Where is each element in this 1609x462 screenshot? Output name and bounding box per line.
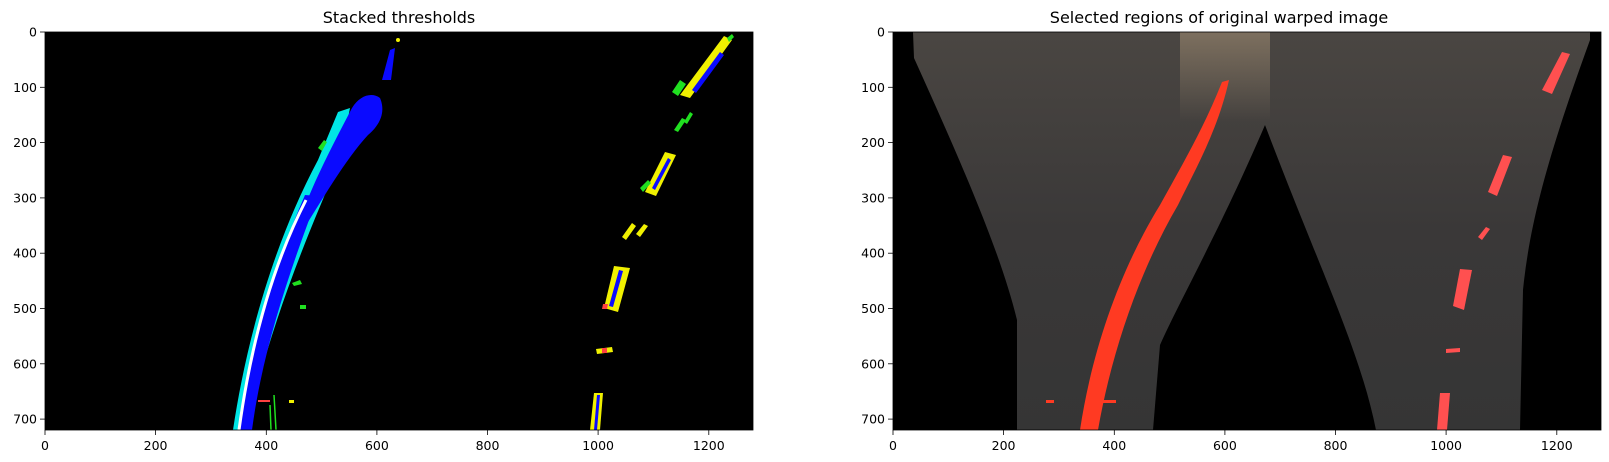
right-y-tick-label: 200 — [861, 135, 885, 150]
right-axes-frame — [892, 31, 1602, 431]
right-lane-red-3 — [1478, 227, 1490, 240]
right-x-tick-label: 1200 — [1541, 438, 1573, 453]
left-panel-title: Stacked thresholds — [323, 8, 476, 27]
right-panel-title: Selected regions of original warped imag… — [1050, 8, 1388, 27]
right-y-tick-labels: 0 100 200 300 400 500 600 700 — [861, 25, 885, 427]
right-y-tick-label: 300 — [861, 190, 885, 205]
left-panel: Stacked thresholds — [13, 8, 754, 453]
right-lane-red-2 — [1488, 155, 1512, 196]
left-x-tick-label: 0 — [41, 438, 49, 453]
left-x-ticks — [44, 430, 710, 435]
right-lane-red-1 — [1542, 52, 1570, 94]
right-lane-dash-3-green — [640, 180, 651, 192]
left-lane-blue-upper — [300, 95, 383, 235]
left-y-tick-label: 400 — [13, 246, 37, 261]
right-x-tick-label: 400 — [1102, 438, 1126, 453]
right-y-tick-label: 600 — [861, 356, 885, 371]
right-lane-red-5 — [1446, 348, 1460, 353]
left-y-ticks — [40, 31, 45, 420]
warped-road — [913, 32, 1590, 430]
left-small-mark-1 — [289, 400, 294, 403]
right-y-tick-label: 100 — [861, 80, 885, 95]
left-lane-blue-dot — [396, 38, 400, 42]
right-lane-dash-6-red — [602, 348, 607, 353]
left-x-tick-label: 1000 — [582, 438, 614, 453]
right-lane-dash-5-red — [602, 304, 608, 309]
left-y-tick-label: 100 — [13, 80, 37, 95]
left-image-background — [45, 32, 753, 430]
right-y-tick-label: 700 — [861, 412, 885, 427]
left-small-mark-2 — [258, 400, 270, 402]
left-x-tick-labels: 0 200 400 600 800 1000 1200 — [41, 438, 725, 453]
right-lane-red-6 — [1437, 393, 1450, 430]
left-x-tick-label: 200 — [144, 438, 168, 453]
right-x-ticks — [892, 430, 1558, 435]
left-x-tick-label: 400 — [254, 438, 278, 453]
right-y-tick-label: 0 — [877, 25, 885, 40]
left-x-tick-label: 1200 — [693, 438, 725, 453]
right-x-tick-labels: 0 200 400 600 800 1000 1200 — [889, 438, 1573, 453]
left-y-tick-label: 300 — [13, 190, 37, 205]
left-x-tick-label: 600 — [365, 438, 389, 453]
right-lane-dash-4 — [622, 223, 648, 240]
right-lane-dash-1 — [680, 36, 732, 98]
left-lane-blue — [240, 195, 318, 430]
left-y-tick-label: 700 — [13, 412, 37, 427]
left-x-tick-label: 800 — [476, 438, 500, 453]
right-panel: Selected regions of original warped imag… — [861, 8, 1602, 453]
left-lane-red — [1080, 80, 1229, 430]
right-lane-dash-1-blue — [692, 52, 724, 93]
left-axes-frame — [44, 31, 754, 431]
left-y-tick-label: 500 — [13, 301, 37, 316]
left-image — [45, 32, 753, 431]
right-lane-dash-5-blue — [609, 270, 623, 307]
right-y-tick-label: 500 — [861, 301, 885, 316]
right-lane-dash-1-green — [672, 34, 734, 96]
right-x-tick-label: 800 — [1324, 438, 1348, 453]
right-y-ticks — [888, 31, 893, 420]
right-y-tick-label: 400 — [861, 246, 885, 261]
right-x-tick-label: 600 — [1213, 438, 1237, 453]
right-lane-dash-7-blue — [594, 395, 600, 430]
right-x-tick-label: 0 — [889, 438, 897, 453]
left-lane-blue-top — [382, 48, 395, 80]
right-lane-red-4 — [1453, 269, 1472, 310]
right-lane-dash-3-blue — [652, 158, 671, 190]
left-small-noise — [269, 394, 277, 431]
left-y-tick-label: 200 — [13, 135, 37, 150]
left-y-tick-label: 600 — [13, 356, 37, 371]
left-lane-white — [237, 199, 308, 431]
right-image — [893, 32, 1601, 430]
right-x-tick-label: 200 — [992, 438, 1016, 453]
warped-road-glare — [1180, 32, 1270, 122]
left-y-tick-labels: 0 100 200 300 400 500 600 700 — [13, 25, 37, 427]
right-x-tick-label: 1000 — [1430, 438, 1462, 453]
left-y-tick-label: 0 — [29, 25, 37, 40]
right-lane-dash-2 — [674, 112, 693, 132]
